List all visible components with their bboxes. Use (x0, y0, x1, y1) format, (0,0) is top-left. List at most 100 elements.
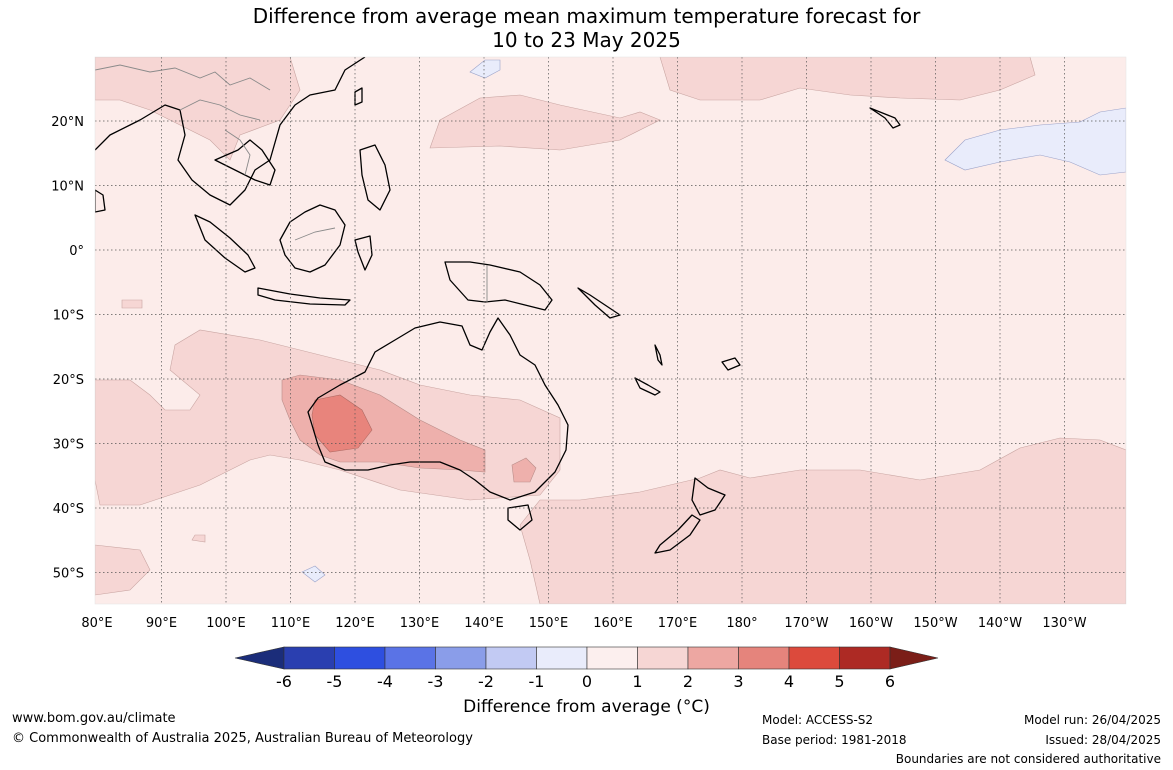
lat-label: 10°N (51, 180, 84, 195)
australia-coast (307, 317, 569, 501)
footer-model: Model: ACCESS-S2 (762, 713, 874, 727)
title-line-1: Difference from average mean maximum tem… (252, 4, 921, 28)
new-caledonia-coast (634, 377, 661, 396)
southern-ocean-band (519, 437, 1126, 604)
footer-copyright: © Commonwealth of Australia 2025, Austra… (12, 731, 473, 746)
anomaly-3-4-region (311, 394, 373, 453)
colorbar-tick: -3 (428, 672, 444, 691)
coral-sea-small-patch (121, 299, 143, 309)
colorbar-tick: -5 (327, 672, 343, 691)
footer-url[interactable]: www.bom.gov.au/climate (12, 711, 176, 726)
vanuatu-coast (654, 344, 663, 366)
lat-label: 50°S (53, 567, 84, 582)
footer-issued: Issued: 28/04/2025 (1045, 733, 1161, 747)
south-cool-patch (301, 565, 326, 583)
tasmania-coast (507, 504, 533, 531)
sulawesi-coast (354, 235, 373, 271)
colorbar-high-extend (889, 646, 939, 670)
colorbar-title-end: ) (703, 697, 710, 717)
java-coast (257, 287, 351, 306)
border-line-1 (95, 64, 271, 91)
latitude-labels: 20°N 10°N 0° 10°S 20°S 30°S 40°S 50°S (51, 115, 84, 582)
colorbar-tick: 2 (683, 672, 693, 691)
lon-label: 140°W (978, 616, 1022, 631)
colorbar-tick: 5 (834, 672, 844, 691)
sumatra-coast (194, 214, 256, 273)
anomaly-2-3-se-australia (511, 457, 537, 483)
title-line-2: 10 to 23 May 2025 (492, 28, 681, 52)
philippines-coast (359, 144, 391, 211)
footer-model-run: Model run: 26/04/2025 (1023, 713, 1161, 727)
north-pacific-warm-patch (429, 94, 661, 151)
new-zealand-north (691, 477, 726, 516)
map-field (95, 57, 1126, 604)
north-cool-patch (469, 59, 501, 79)
mainland-asia-coast (95, 57, 366, 206)
coastlines (95, 57, 901, 554)
gridlines (95, 57, 1126, 604)
hawaii-coast (869, 107, 901, 129)
lon-label: 90°E (146, 616, 177, 631)
sw-indian-patch (95, 544, 151, 596)
colorbar-tick-labels: -6 -5 -4 -3 -2 -1 0 1 2 3 4 5 6 (276, 672, 895, 691)
lon-label: 100°E (206, 616, 246, 631)
south-indian-small-patch (191, 534, 206, 543)
borneo-coast (279, 204, 346, 273)
lat-label: 10°S (53, 309, 84, 324)
colorbar-swatch (738, 646, 790, 670)
longitude-labels: 80°E 90°E 100°E 110°E 120°E 130°E 140°E 150°E 16… (81, 616, 1086, 631)
border-line-2 (179, 99, 261, 121)
colorbar-swatch (536, 646, 588, 670)
colorbar-swatch (435, 646, 487, 670)
colorbar-tick: 4 (784, 672, 794, 691)
lat-label: 30°S (53, 438, 84, 453)
colorbar-swatch (485, 646, 537, 670)
colorbar-swatch (687, 646, 739, 670)
lon-label: 80°E (81, 616, 112, 631)
border-line-3 (224, 129, 251, 176)
footer-disclaimer: Boundaries are not considered authoritat… (895, 752, 1161, 766)
colorbar (234, 646, 939, 670)
lon-label: 150°W (913, 616, 957, 631)
colorbar-swatch (586, 646, 638, 670)
country-borders (95, 64, 488, 302)
lon-label: 140°E (464, 616, 504, 631)
colorbar-tick: -4 (377, 672, 393, 691)
colorbar-swatch (283, 646, 335, 670)
colorbar-title-text: Difference from average ( (463, 697, 683, 717)
lat-label: 40°S (53, 502, 84, 517)
lon-label: 130°E (400, 616, 440, 631)
fiji-coast (721, 357, 741, 371)
colorbar-tick: 3 (733, 672, 743, 691)
ne-pacific-cool-patch (944, 107, 1126, 176)
chart-title: Difference from average mean maximum tem… (0, 4, 1173, 52)
colorbar-tick: 6 (885, 672, 895, 691)
se-asia-warm-patch (95, 57, 301, 161)
anomaly-neg-regions (301, 59, 1126, 583)
colorbar-tick: 0 (582, 672, 592, 691)
border-line-borneo (294, 227, 336, 241)
colorbar-low-extend (234, 646, 285, 670)
sri-lanka-coast (95, 189, 106, 213)
footer-base-period: Base period: 1981-2018 (762, 733, 907, 747)
colorbar-swatch (384, 646, 436, 670)
lat-label: 0° (69, 244, 84, 259)
colorbar-swatch (334, 646, 386, 670)
lon-label: 150°E (529, 616, 569, 631)
lon-label: 180° (726, 616, 757, 631)
new-guinea-coast (444, 261, 553, 311)
colorbar-tick: -6 (276, 672, 292, 691)
colorbar-swatch (637, 646, 689, 670)
colorbar-swatch (788, 646, 840, 670)
new-zealand-south (654, 514, 701, 554)
taiwan-coast (354, 87, 363, 106)
lat-label: 20°N (51, 115, 84, 130)
colorbar-tick: -2 (478, 672, 494, 691)
lon-label: 160°E (593, 616, 633, 631)
colorbar-swatch (839, 646, 891, 670)
lon-label: 120°E (335, 616, 375, 631)
north-central-pacific-warm (659, 57, 1036, 101)
colorbar-title: Difference from average (°C) (0, 697, 1173, 717)
lon-label: 110°E (271, 616, 311, 631)
